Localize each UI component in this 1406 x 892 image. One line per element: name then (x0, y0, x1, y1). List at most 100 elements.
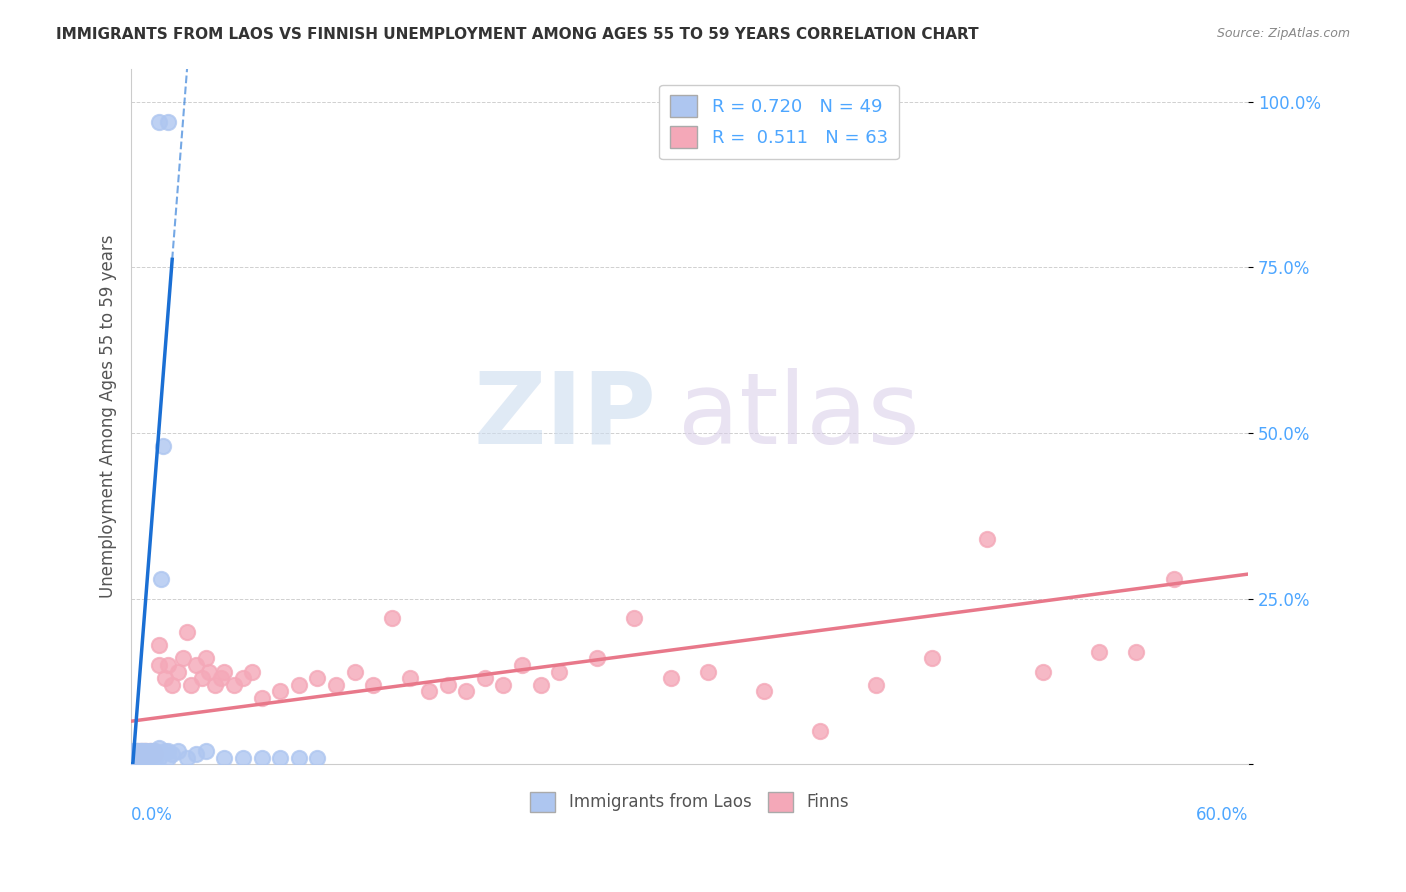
Point (1163, 572, 1185, 586)
Point (146, 747, 169, 762)
Point (186, 657, 208, 672)
Point (697, 665, 720, 679)
Point (307, 671, 329, 685)
Point (194, 651, 217, 665)
Point (214, 665, 236, 679)
Point (1125, 645, 1147, 659)
Point (131, 744, 153, 758)
Point (128, 744, 150, 758)
Point (436, 678, 458, 692)
Point (125, 747, 148, 762)
Point (124, 744, 146, 758)
Point (194, 744, 217, 758)
Point (136, 750, 159, 764)
Point (136, 747, 159, 762)
Point (129, 747, 152, 762)
Point (191, 671, 214, 685)
Point (250, 750, 273, 764)
Point (125, 750, 148, 764)
Point (456, 684, 478, 698)
Point (160, 747, 183, 762)
Point (142, 744, 165, 758)
Point (510, 657, 533, 672)
Point (148, 657, 170, 672)
Point (250, 691, 273, 706)
Y-axis label: Unemployment Among Ages 55 to 59 years: Unemployment Among Ages 55 to 59 years (100, 235, 117, 599)
Point (152, 439, 174, 453)
Point (135, 744, 157, 758)
Point (287, 678, 309, 692)
Point (139, 744, 162, 758)
Point (269, 684, 291, 698)
Point (361, 678, 384, 692)
Point (134, 750, 156, 764)
Point (128, 750, 150, 764)
Point (232, 671, 254, 685)
Point (157, 114, 180, 128)
Point (141, 747, 163, 762)
Point (145, 750, 167, 764)
Point (125, 744, 148, 758)
Point (166, 744, 188, 758)
Point (157, 744, 180, 758)
Point (269, 750, 291, 764)
Point (976, 532, 998, 546)
Point (222, 678, 245, 692)
Point (232, 750, 254, 764)
Point (142, 750, 165, 764)
Point (204, 678, 226, 692)
Point (180, 678, 202, 692)
Point (492, 678, 515, 692)
Point (1088, 645, 1111, 659)
Point (139, 750, 162, 764)
Point (122, 744, 145, 758)
Point (124, 747, 146, 762)
Point (209, 671, 232, 685)
Point (659, 671, 682, 685)
Point (381, 611, 404, 625)
Legend: Immigrants from Laos, Finns: Immigrants from Laos, Finns (523, 785, 856, 819)
Point (808, 724, 831, 739)
Point (287, 750, 309, 764)
Point (399, 671, 422, 685)
Point (1032, 665, 1054, 679)
Point (157, 750, 180, 764)
Point (186, 747, 208, 762)
Point (153, 671, 176, 685)
Point (150, 572, 173, 586)
Point (124, 750, 146, 764)
Point (131, 747, 153, 762)
Text: atlas: atlas (679, 368, 920, 465)
Point (142, 747, 165, 762)
Point (148, 638, 170, 652)
Point (214, 750, 236, 764)
Point (160, 678, 183, 692)
Point (129, 750, 152, 764)
Point (148, 740, 170, 755)
Point (148, 114, 170, 128)
Point (129, 744, 152, 758)
Point (128, 750, 150, 764)
Text: IMMIGRANTS FROM LAOS VS FINNISH UNEMPLOYMENT AMONG AGES 55 TO 59 YEARS CORRELATI: IMMIGRANTS FROM LAOS VS FINNISH UNEMPLOY… (56, 27, 979, 42)
Point (172, 651, 194, 665)
Text: ZIP: ZIP (474, 368, 657, 465)
Point (548, 665, 571, 679)
Text: Source: ZipAtlas.com: Source: ZipAtlas.com (1216, 27, 1350, 40)
Point (240, 665, 263, 679)
Point (418, 684, 440, 698)
Point (148, 750, 170, 764)
Point (865, 678, 887, 692)
Point (135, 747, 157, 762)
Point (131, 747, 153, 762)
Text: 60.0%: 60.0% (1195, 806, 1249, 824)
Point (134, 744, 156, 758)
Point (153, 744, 176, 758)
Point (325, 678, 347, 692)
Point (134, 744, 156, 758)
Point (129, 744, 152, 758)
Point (145, 744, 167, 758)
Point (198, 665, 221, 679)
Point (752, 684, 775, 698)
Point (145, 747, 167, 762)
Point (157, 657, 180, 672)
